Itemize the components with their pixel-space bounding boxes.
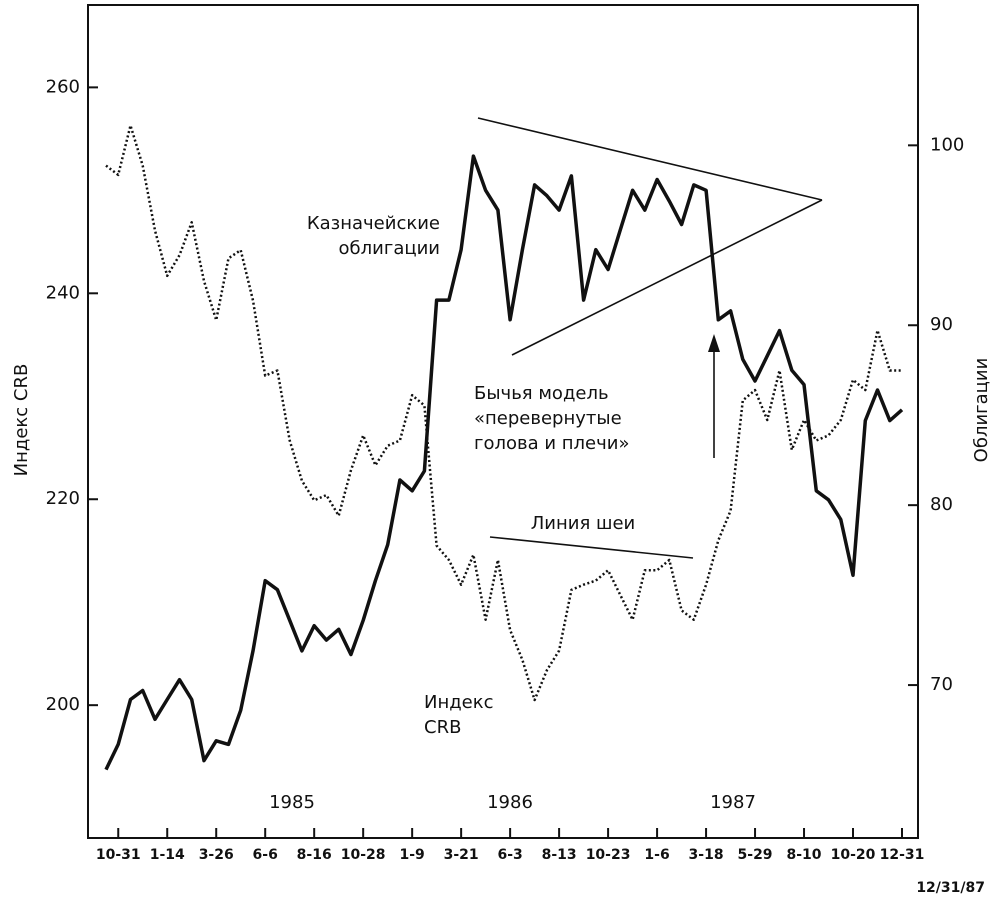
y-tick-label: 240	[46, 282, 80, 303]
x-tick-label: 3-21	[444, 847, 479, 863]
y2-tick-label: 80	[930, 494, 953, 515]
y-tick-label: 220	[46, 488, 80, 509]
year-label: 1987	[710, 792, 756, 813]
annotation: Бычья модель	[474, 383, 609, 404]
annotation: Казначейские	[307, 213, 440, 234]
y2-axis-label: Облигации	[971, 358, 992, 463]
y-tick-label: 200	[46, 694, 80, 715]
triangle-upper	[477, 117, 823, 201]
year-label: 1986	[487, 792, 533, 813]
annotation: облигации	[339, 238, 440, 259]
x-tick-label: 1-9	[400, 847, 425, 863]
y2-tick-label: 100	[930, 134, 964, 155]
x-tick-label: 5-29	[738, 847, 773, 863]
annotation: Индекс	[424, 692, 494, 713]
annotation: «перевернутые	[474, 408, 622, 429]
x-tick-label: 3-18	[689, 847, 724, 863]
triangle-lower	[511, 199, 823, 356]
x-tick-label: 3-26	[199, 847, 234, 863]
x-tick-label: 10-28	[341, 847, 386, 863]
plot-frame	[87, 4, 919, 839]
end-date: 12/31/87	[916, 880, 985, 896]
x-tick-label: 6-3	[497, 847, 522, 863]
y-axis-label: Индекс CRB	[11, 364, 32, 477]
annotation: Линия шеи	[531, 513, 636, 534]
x-tick-label: 1-14	[150, 847, 185, 863]
y2-tick-label: 70	[930, 674, 953, 695]
x-tick-label: 8-13	[542, 847, 577, 863]
pattern-lines	[477, 117, 823, 559]
x-tick-label: 10-20	[831, 847, 876, 863]
y2-tick-label: 90	[930, 314, 953, 335]
neckline	[489, 536, 694, 559]
year-label: 1985	[269, 792, 315, 813]
x-tick-label: 1-6	[644, 847, 669, 863]
series-line	[104, 154, 904, 771]
x-tick-label: 8-16	[297, 847, 332, 863]
x-tick-label: 10-31	[96, 847, 141, 863]
x-tick-label: 10-23	[586, 847, 631, 863]
y-tick-label: 260	[46, 76, 80, 97]
x-tick-label: 6-6	[253, 847, 278, 863]
arrow-head	[708, 334, 720, 352]
annotation: CRB	[424, 717, 461, 738]
annotation: голова и плечи»	[474, 433, 629, 454]
series-line	[105, 124, 902, 702]
x-tick-label: 12-31	[880, 847, 925, 863]
x-tick-label: 8-10	[787, 847, 822, 863]
